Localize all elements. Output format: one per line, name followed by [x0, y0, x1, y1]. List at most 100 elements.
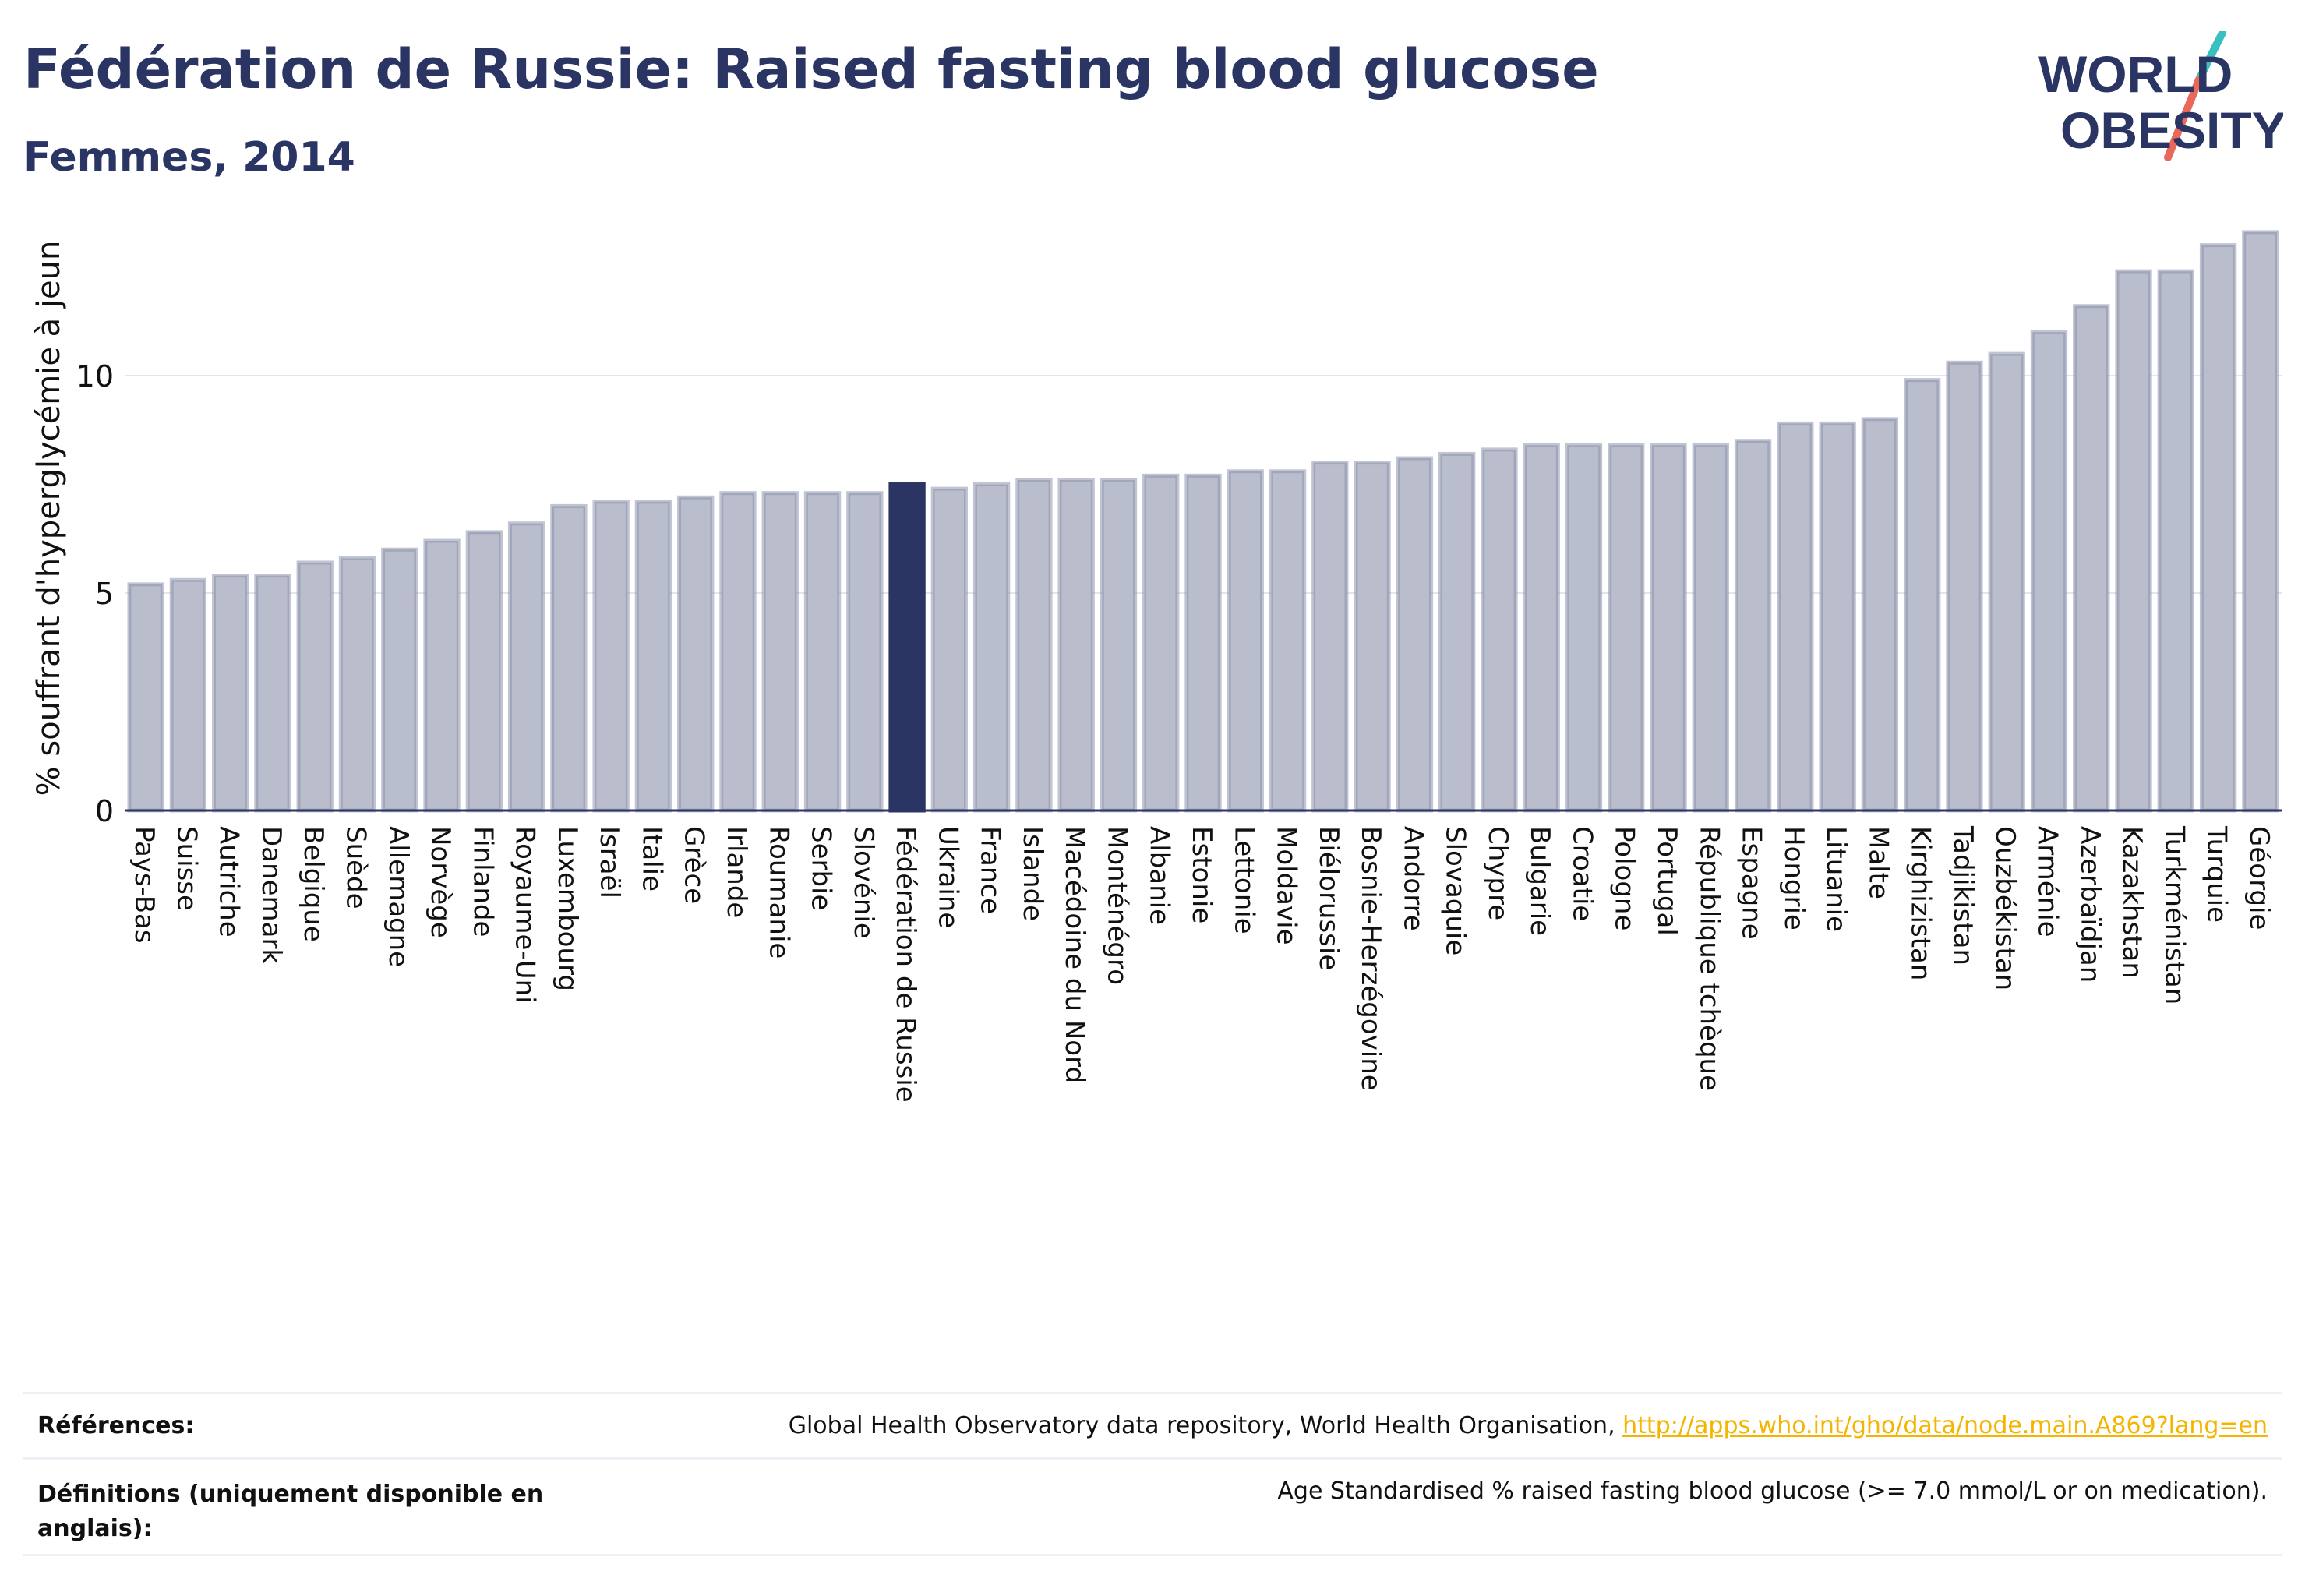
x-tick-label: Autriche [214, 826, 245, 937]
x-tick-label: Belgique [298, 826, 329, 942]
bar [1354, 461, 1391, 813]
bar [592, 500, 630, 813]
x-tick-label: Ukraine [932, 826, 963, 928]
bar [1100, 478, 1138, 813]
bar [212, 574, 249, 813]
x-tick-label: Danemark [256, 826, 287, 964]
bar [127, 582, 164, 813]
definitions-value: Age Standardised % raised fasting blood … [1277, 1478, 2268, 1505]
x-tick-label: Géorgie [2243, 826, 2275, 930]
bar [888, 482, 926, 813]
definitions-row: Définitions (uniquement disponible en an… [23, 1460, 2282, 1554]
logo-line2: OBESITY [2060, 101, 2283, 159]
bar [761, 491, 799, 813]
logo-line1: WORLD [2038, 45, 2233, 103]
bar [550, 503, 588, 813]
x-tick-label: Malte [1862, 826, 1894, 899]
x-tick-label: Kirghizistan [1905, 826, 1936, 980]
x-tick-label: Irlande [721, 826, 752, 918]
x-tick-label: Croatie [1566, 826, 1597, 921]
chart-subtitle: Femmes, 2014 [23, 134, 355, 181]
x-tick-label: Andorre [1397, 826, 1428, 931]
x-tick-label: Chypre [1482, 826, 1513, 920]
bar [254, 574, 291, 813]
bar [972, 482, 1011, 813]
bar [423, 538, 461, 813]
bar [1015, 478, 1053, 813]
x-tick-label: Pays-Bas [129, 826, 160, 944]
bar [677, 495, 715, 813]
x-tick-label: Macédoine du Nord [1059, 826, 1090, 1083]
bar [634, 500, 672, 813]
x-tick-label: République tchèque [1693, 826, 1724, 1091]
bar [1227, 469, 1264, 813]
bar [381, 547, 418, 813]
footer-divider [23, 1392, 2282, 1394]
bar [1481, 447, 1518, 813]
x-tick-label: Azerbaïdjan [2074, 826, 2106, 983]
x-tick-label: Ouzbékistan [1989, 826, 2021, 990]
x-tick-label: Hongrie [1778, 826, 1809, 930]
bar [1142, 473, 1180, 813]
bar [465, 530, 503, 813]
x-tick-label: Allemagne [383, 826, 414, 967]
x-tick-label: Estonie [1186, 826, 1217, 923]
x-tick-label: France [975, 826, 1006, 914]
references-link[interactable]: http://apps.who.int/gho/data/node.main.A… [1622, 1412, 2268, 1439]
bar [1819, 421, 1856, 813]
x-tick-label: Turkménistan [2159, 825, 2190, 1005]
x-tick-label: Bosnie-Herzégovine [1355, 826, 1386, 1091]
x-tick-label: Luxembourg [552, 826, 583, 991]
bar [846, 491, 884, 813]
bar [1608, 443, 1645, 813]
bar [2073, 304, 2110, 813]
footer-divider [23, 1554, 2282, 1556]
bar [296, 560, 334, 813]
bar [719, 491, 757, 813]
x-tick-label: Pologne [1609, 826, 1640, 930]
definitions-label: Définitions (uniquement disponible en an… [37, 1481, 544, 1542]
bar [1184, 473, 1222, 813]
x-tick-label: Slovénie [848, 826, 879, 939]
x-tick-label: Suisse [171, 826, 202, 911]
bar [2030, 330, 2068, 813]
x-tick-label: Suède [341, 826, 372, 909]
y-tick-label: 5 [95, 577, 114, 611]
chart-title: Fédération de Russie: Raised fasting blo… [23, 37, 1599, 101]
bar [2242, 230, 2279, 813]
bar [1438, 451, 1476, 813]
bar [169, 577, 207, 813]
world-obesity-logo: WORLD OBESITY [2038, 31, 2283, 161]
x-tick-label: Grèce [679, 826, 710, 904]
bar [1650, 443, 1687, 813]
y-tick-label: 0 [95, 794, 114, 828]
x-tick-label: Finlande [467, 826, 498, 937]
references-row: Références: Global Health Observatory da… [23, 1395, 2282, 1457]
bar [1057, 478, 1095, 813]
x-tick-label: Turquie [2201, 825, 2233, 923]
x-tick-label: Portugal [1651, 826, 1682, 936]
x-tick-label: Bulgarie [1524, 826, 1555, 936]
bar [1777, 421, 1814, 813]
bar [1396, 456, 1434, 813]
x-tick-label: Espagne [1736, 826, 1767, 940]
bar [930, 486, 969, 813]
x-tick-label: Fédération de Russie [890, 826, 921, 1103]
bar [507, 521, 545, 813]
y-tick-label: 10 [76, 359, 114, 394]
x-tick-label: Serbie [806, 826, 837, 910]
bar [1946, 360, 1983, 813]
x-tick-label: Norvège [425, 826, 456, 938]
x-tick-label: Royaume-Uni [510, 826, 541, 1004]
bar [1861, 417, 1899, 813]
references-label: Références: [37, 1412, 195, 1439]
x-tick-label: Israël [594, 826, 625, 899]
x-tick-label: Tadjikistan [1947, 825, 1978, 966]
x-tick-label: Biélorussie [1313, 826, 1344, 970]
bar [1903, 378, 1941, 813]
x-tick-label: Islande [1017, 826, 1048, 921]
x-tick-label: Slovaquie [1440, 826, 1471, 955]
x-tick-label: Moldavie [1271, 826, 1302, 945]
bar [1734, 439, 1772, 813]
bar [1523, 443, 1560, 813]
